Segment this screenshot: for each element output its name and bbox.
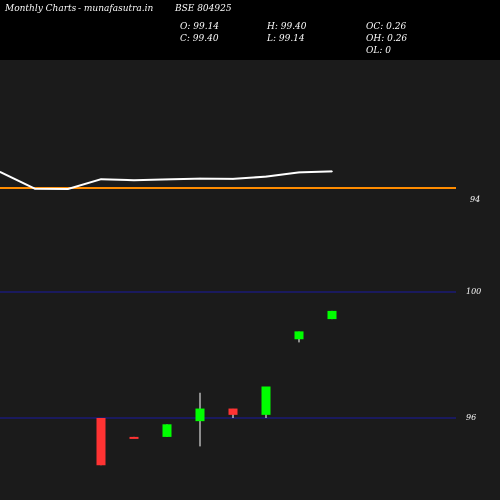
site-label: - munafasutra.in xyxy=(78,4,154,14)
close-value: C: 99.40 xyxy=(180,34,219,44)
candle-body xyxy=(294,331,304,340)
brand-label: Monthly Charts xyxy=(5,4,77,14)
line-point xyxy=(298,171,300,174)
line-point xyxy=(199,177,201,180)
candle-body xyxy=(327,310,337,320)
line-point xyxy=(67,188,69,190)
line-point xyxy=(265,175,267,178)
candle-body xyxy=(261,386,271,415)
symbol-label: BSE 804925 xyxy=(175,4,232,14)
line-point xyxy=(232,178,234,180)
candle-body xyxy=(162,424,172,437)
candle-body xyxy=(228,408,238,415)
axis-label-96: 96 xyxy=(466,413,476,422)
open-value: O: 99.14 xyxy=(180,22,220,32)
low-value: L: 99.14 xyxy=(267,34,305,44)
candle-body xyxy=(96,418,106,466)
line-point xyxy=(133,179,135,181)
line-point xyxy=(100,178,102,180)
candle-body xyxy=(129,436,139,439)
oh-value: OH: 0.26 xyxy=(366,34,408,44)
line-point xyxy=(0,171,1,173)
line-point xyxy=(166,178,168,181)
axis-label-100: 100 xyxy=(466,287,481,296)
ol-value: OL: 0 xyxy=(366,46,391,56)
oc-value: OC: 0.26 xyxy=(366,22,407,32)
upper-panel-background xyxy=(0,60,500,500)
candle-body xyxy=(195,408,205,422)
line-point xyxy=(331,170,333,173)
line-point xyxy=(34,188,36,190)
axis-label-94: 94 xyxy=(470,195,480,204)
high-value: H: 99.40 xyxy=(267,22,307,32)
